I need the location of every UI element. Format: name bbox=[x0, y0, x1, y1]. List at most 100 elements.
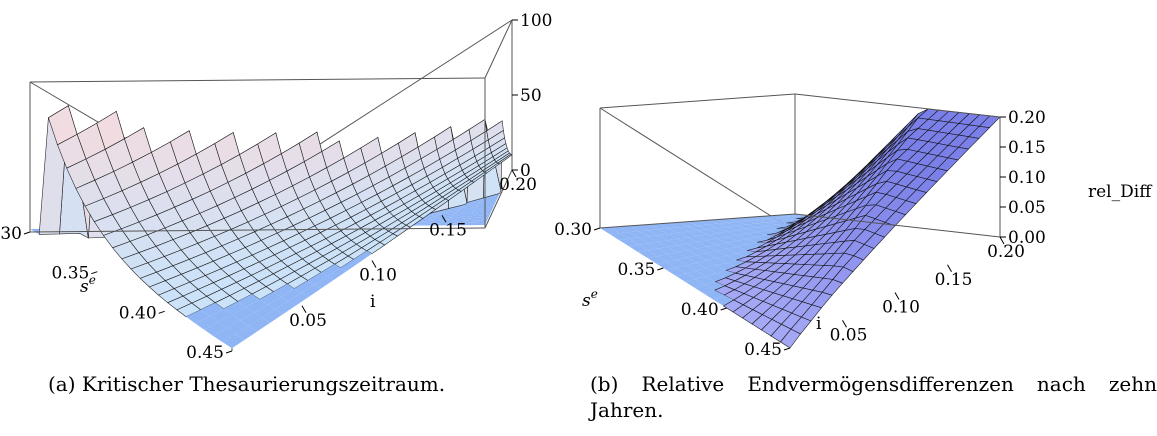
surface-patch bbox=[453, 211, 474, 216]
surface-patch bbox=[423, 223, 446, 226]
surface-patch bbox=[657, 247, 678, 255]
y-tick-label: 0.45 bbox=[186, 343, 224, 363]
surface-patch bbox=[213, 328, 236, 343]
surface-patch bbox=[716, 255, 737, 263]
surface-patch bbox=[262, 309, 283, 323]
box-edge bbox=[599, 213, 796, 229]
surface-patch bbox=[619, 238, 639, 246]
surface-patch bbox=[695, 284, 715, 294]
surface-patch bbox=[464, 222, 487, 226]
caption-a: (a) Kritischer Thesaurierungszeitraum. bbox=[48, 372, 446, 396]
surface-patch bbox=[715, 270, 736, 278]
surface-patch bbox=[717, 227, 737, 232]
surface-patch bbox=[648, 235, 668, 242]
surface-patch bbox=[459, 204, 479, 211]
surface-patch bbox=[727, 235, 747, 241]
surface-patch bbox=[685, 279, 706, 288]
surface-patch bbox=[628, 237, 649, 245]
z-tick-label: 50 bbox=[520, 86, 542, 106]
surface-patch bbox=[727, 225, 747, 231]
surface-patch bbox=[301, 284, 322, 298]
surface-patch bbox=[716, 248, 737, 256]
surface-patch bbox=[658, 223, 678, 229]
surface-patch bbox=[668, 222, 688, 228]
surface-patch bbox=[716, 262, 736, 271]
surface-patch bbox=[275, 301, 296, 315]
surface-patch bbox=[288, 292, 309, 306]
surface-patch bbox=[697, 234, 718, 241]
surface-patch bbox=[706, 258, 727, 266]
chart-a-plot: 0.05 0.10 0.15 0.20 0.30 0.35 0.40 0.45 0 50 100 i s… bbox=[0, 11, 552, 363]
surface-patch bbox=[676, 273, 696, 282]
surface-patch bbox=[706, 251, 727, 258]
surface-patch bbox=[668, 232, 688, 239]
surface-patch bbox=[473, 206, 494, 212]
surface-patch bbox=[707, 233, 728, 239]
surface-patch bbox=[245, 299, 268, 313]
surface-patch bbox=[609, 233, 629, 240]
surface-patch bbox=[678, 226, 698, 232]
surface-patch bbox=[717, 231, 737, 237]
surface-patch bbox=[697, 240, 718, 247]
surface-patch bbox=[687, 248, 707, 256]
surface-patch bbox=[756, 218, 777, 223]
surface-patch bbox=[628, 244, 648, 252]
surface-patch bbox=[638, 250, 658, 258]
y-tick-label: 0.45 bbox=[744, 340, 782, 360]
y-tick-label: 0.40 bbox=[119, 303, 157, 323]
surface-patch bbox=[687, 242, 708, 249]
surface-patch bbox=[697, 229, 718, 235]
surface-patch bbox=[327, 267, 347, 280]
surface-patch bbox=[463, 200, 482, 207]
x-axis-label: i bbox=[816, 314, 822, 334]
surface-patch bbox=[439, 210, 460, 215]
surface-patch bbox=[766, 221, 787, 225]
surface-patch bbox=[736, 224, 757, 229]
surface-patch bbox=[619, 225, 639, 233]
surface-patch bbox=[240, 312, 263, 326]
x-tick bbox=[441, 215, 447, 223]
surface-patch bbox=[426, 210, 447, 216]
surface-patch bbox=[726, 246, 747, 254]
surface-patch bbox=[427, 219, 450, 223]
surface-patch bbox=[451, 213, 473, 218]
y-tick-label: 0.40 bbox=[681, 300, 719, 320]
surface-patch bbox=[254, 304, 276, 318]
surface-patch bbox=[465, 219, 488, 223]
surface-patch bbox=[717, 218, 737, 223]
surface-patch bbox=[648, 241, 668, 249]
x-tick-label: 0.10 bbox=[882, 298, 920, 318]
surface-patch bbox=[441, 208, 462, 214]
z-tick-label: 0.05 bbox=[1008, 198, 1046, 218]
surface-patch bbox=[707, 228, 728, 234]
y-tick bbox=[783, 347, 791, 351]
surface-patch bbox=[705, 281, 725, 291]
surface-patch bbox=[756, 222, 777, 226]
surface-patch bbox=[638, 243, 658, 251]
z-tick-label: 0.00 bbox=[1008, 228, 1046, 248]
box-edge bbox=[29, 227, 486, 233]
surface-patch bbox=[353, 250, 372, 263]
surface-patch bbox=[340, 259, 360, 272]
surface-patch bbox=[457, 207, 477, 212]
x-tick bbox=[371, 260, 377, 268]
surface-patch bbox=[668, 238, 688, 246]
surface-patch bbox=[677, 243, 698, 251]
z-tick-label: 0.10 bbox=[1008, 168, 1046, 188]
surface-patch bbox=[696, 260, 717, 269]
surface-patch bbox=[461, 202, 481, 209]
surface-patch bbox=[619, 232, 639, 239]
surface-patch bbox=[707, 219, 727, 224]
surface-patch bbox=[697, 224, 718, 230]
y-tick bbox=[23, 231, 31, 235]
surface-patch bbox=[695, 276, 716, 285]
surface-patch bbox=[222, 334, 245, 349]
chart-b-plot: 0.05 0.10 0.15 0.20 0.30 0.35 0.40 0.45 0.00 0.05… bbox=[554, 93, 1153, 360]
surface-patch bbox=[600, 227, 620, 234]
surface-patch bbox=[746, 223, 767, 228]
surface-patch bbox=[666, 267, 686, 276]
surface-patch bbox=[776, 223, 797, 227]
surface-patch bbox=[259, 291, 281, 305]
z-tick-label: 0 bbox=[520, 161, 531, 181]
surface-patch bbox=[237, 294, 260, 308]
